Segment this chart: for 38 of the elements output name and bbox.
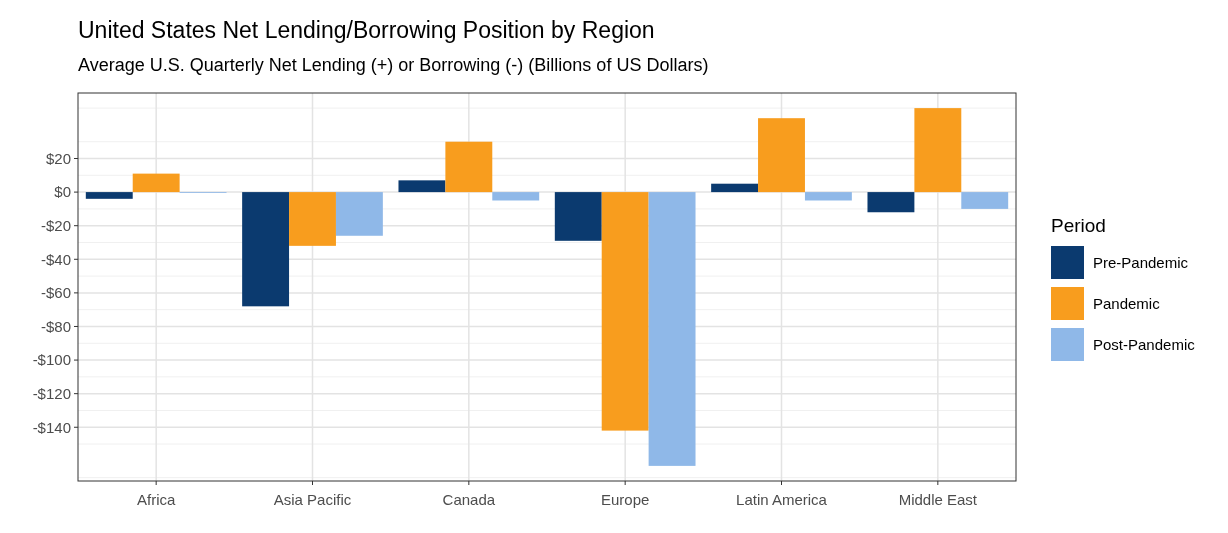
bar xyxy=(554,192,602,241)
bar xyxy=(711,183,759,193)
bar xyxy=(758,118,805,193)
bar xyxy=(398,180,446,193)
bar xyxy=(961,192,1009,209)
chart-subtitle: Average U.S. Quarterly Net Lending (+) or Borrowing (-) (Billions of US Dollars) xyxy=(78,55,709,75)
bar xyxy=(601,192,649,431)
bar xyxy=(648,192,696,466)
bar xyxy=(85,192,133,199)
bar xyxy=(335,192,383,236)
y-tick-label: -$120 xyxy=(32,384,71,402)
bar xyxy=(242,192,290,307)
y-tick-label: $20 xyxy=(45,149,71,167)
bar xyxy=(492,192,540,201)
y-tick-label: -$140 xyxy=(32,418,71,436)
y-tick-label: -$80 xyxy=(40,317,71,335)
x-tick-label: Africa xyxy=(136,491,176,508)
legend-label: Post-Pandemic xyxy=(1093,336,1196,354)
y-tick-label: -$100 xyxy=(32,351,71,369)
chart-title: United States Net Lending/Borrowing Position by Region xyxy=(78,17,655,43)
x-tick-label: Europe xyxy=(600,491,650,508)
x-tick-label: Latin America xyxy=(736,491,828,508)
legend-label: Pandemic xyxy=(1093,295,1161,313)
y-tick-label: -$60 xyxy=(40,284,71,302)
bar xyxy=(445,141,493,193)
y-tick-label: -$20 xyxy=(40,216,71,234)
y-tick-label: -$40 xyxy=(40,250,71,268)
bar xyxy=(914,108,962,193)
x-tick-label: Asia Pacific xyxy=(273,491,352,508)
bar xyxy=(132,173,180,193)
bar xyxy=(804,192,852,201)
legend-title: Period xyxy=(1051,215,1106,236)
bar xyxy=(289,192,336,246)
x-tick-label: Canada xyxy=(442,491,496,508)
y-tick-label: $0 xyxy=(54,183,71,201)
x-tick-label: Middle East xyxy=(898,491,978,508)
legend-label: Pre-Pandemic xyxy=(1093,254,1189,272)
bar xyxy=(867,192,915,213)
